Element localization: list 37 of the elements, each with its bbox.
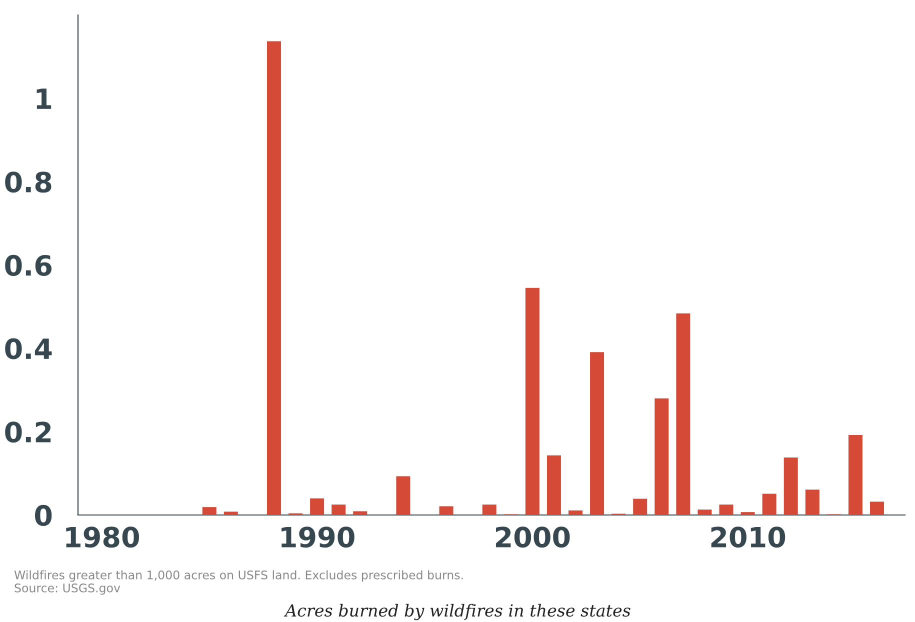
text: Acres burned by wildfires in these states	[284, 604, 630, 620]
bar	[633, 498, 648, 515]
bar	[439, 506, 454, 515]
bar	[805, 490, 820, 515]
x-tick-label: 2010	[711, 526, 786, 548]
bar	[266, 41, 281, 515]
bar	[202, 507, 216, 515]
bar	[525, 288, 540, 515]
y-tick-label: 0.8	[5, 172, 52, 193]
source-note: Source: USGS.gov	[14, 583, 120, 595]
y-tick-label: 0.4	[5, 338, 52, 360]
bar	[224, 512, 238, 515]
y-tick-label: 1	[36, 88, 52, 109]
bar	[784, 458, 798, 515]
x-tick-label: 1990	[282, 526, 354, 548]
bar	[719, 504, 734, 515]
text: Wildfires greater than 1,000 acres on USFS land. Excludes prescribed burns.	[14, 570, 463, 582]
x-tick-label: 1980	[66, 526, 140, 548]
y-tick-label: 0.2	[5, 422, 51, 443]
bar	[332, 504, 346, 515]
bar	[740, 512, 755, 515]
bar	[396, 476, 410, 515]
bar	[848, 435, 862, 515]
bar	[568, 510, 582, 515]
y-tick-label: 0	[35, 504, 52, 526]
bar	[546, 455, 561, 515]
x-tick-label: 2000	[496, 526, 570, 548]
bar	[762, 494, 776, 515]
bar	[353, 511, 368, 515]
bar	[482, 504, 496, 515]
bar	[870, 502, 884, 515]
bar	[676, 313, 690, 515]
bar	[654, 398, 669, 515]
bar	[590, 352, 604, 515]
y-tick-label: 0.6	[5, 254, 52, 276]
bar	[310, 498, 324, 515]
bar	[698, 510, 712, 515]
